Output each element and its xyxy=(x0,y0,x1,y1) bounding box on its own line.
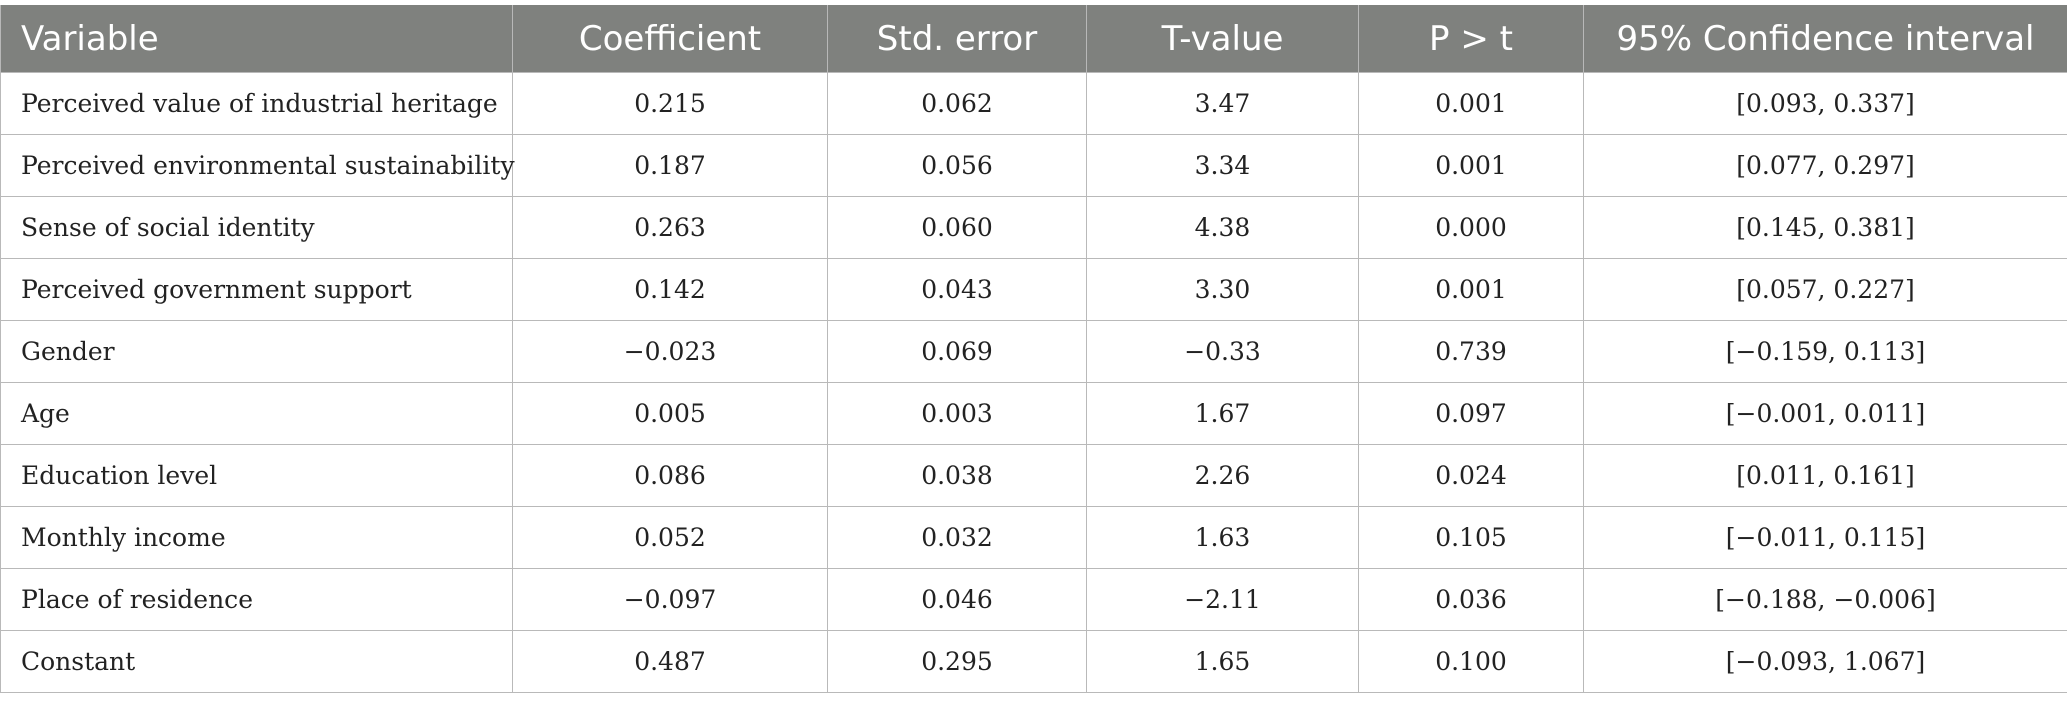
cell-std-error: 0.056 xyxy=(827,134,1087,197)
cell-variable: Perceived environmental sustainability xyxy=(0,134,515,197)
header-std-error: Std. error xyxy=(827,5,1087,73)
cell-t-value: −0.33 xyxy=(1086,320,1359,383)
cell-t-value: 2.26 xyxy=(1086,444,1359,507)
cell-confidence-interval: [0.011, 0.161] xyxy=(1583,444,2067,507)
cell-t-value: 1.67 xyxy=(1086,382,1359,445)
cell-confidence-interval: [−0.188, −0.006] xyxy=(1583,568,2067,631)
cell-variable: Sense of social identity xyxy=(0,196,513,259)
cell-t-value: 1.63 xyxy=(1086,506,1359,569)
cell-confidence-interval: [0.145, 0.381] xyxy=(1583,196,2067,259)
table-row: Education level 0.086 0.038 2.26 0.024 [… xyxy=(0,444,2067,507)
cell-std-error: 0.032 xyxy=(827,506,1087,569)
cell-std-error: 0.043 xyxy=(827,258,1087,321)
cell-coefficient: −0.097 xyxy=(512,568,828,631)
cell-p-value: 0.100 xyxy=(1358,630,1584,693)
table-body: Perceived value of industrial heritage 0… xyxy=(0,72,2067,693)
cell-coefficient: 0.086 xyxy=(512,444,828,507)
cell-confidence-interval: [0.093, 0.337] xyxy=(1583,72,2067,135)
cell-coefficient: 0.005 xyxy=(512,382,828,445)
cell-t-value: 4.38 xyxy=(1086,196,1359,259)
cell-p-value: 0.001 xyxy=(1358,258,1584,321)
cell-std-error: 0.003 xyxy=(827,382,1087,445)
header-row: Variable Coefficient Std. error T-value … xyxy=(0,5,2067,73)
cell-coefficient: 0.187 xyxy=(512,134,828,197)
cell-variable: Perceived government support xyxy=(0,258,513,321)
cell-confidence-interval: [−0.159, 0.113] xyxy=(1583,320,2067,383)
cell-std-error: 0.295 xyxy=(827,630,1087,693)
cell-p-value: 0.097 xyxy=(1358,382,1584,445)
cell-std-error: 0.038 xyxy=(827,444,1087,507)
cell-t-value: 1.65 xyxy=(1086,630,1359,693)
table-row: Age 0.005 0.003 1.67 0.097 [−0.001, 0.01… xyxy=(0,382,2067,445)
cell-coefficient: 0.142 xyxy=(512,258,828,321)
header-confidence-interval: 95% Confidence interval xyxy=(1583,5,2067,73)
cell-p-value: 0.739 xyxy=(1358,320,1584,383)
cell-p-value: 0.105 xyxy=(1358,506,1584,569)
cell-t-value: 3.47 xyxy=(1086,72,1359,135)
cell-p-value: 0.001 xyxy=(1358,134,1584,197)
cell-p-value: 0.001 xyxy=(1358,72,1584,135)
table-row: Constant 0.487 0.295 1.65 0.100 [−0.093,… xyxy=(0,630,2067,693)
cell-variable: Gender xyxy=(0,320,513,383)
cell-coefficient: 0.052 xyxy=(512,506,828,569)
cell-std-error: 0.069 xyxy=(827,320,1087,383)
header-coefficient: Coefficient xyxy=(512,5,828,73)
table-row: Perceived government support 0.142 0.043… xyxy=(0,258,2067,321)
cell-std-error: 0.062 xyxy=(827,72,1087,135)
cell-p-value: 0.036 xyxy=(1358,568,1584,631)
table-row: Perceived environmental sustainability 0… xyxy=(0,134,2067,197)
table-row: Place of residence −0.097 0.046 −2.11 0.… xyxy=(0,568,2067,631)
cell-variable: Place of residence xyxy=(0,568,513,631)
table-row: Sense of social identity 0.263 0.060 4.3… xyxy=(0,196,2067,259)
cell-variable: Perceived value of industrial heritage xyxy=(0,72,513,135)
table-row: Gender −0.023 0.069 −0.33 0.739 [−0.159,… xyxy=(0,320,2067,383)
cell-variable: Monthly income xyxy=(0,506,513,569)
cell-variable: Constant xyxy=(0,630,513,693)
cell-t-value: −2.11 xyxy=(1086,568,1359,631)
header-p-value: P > t xyxy=(1358,5,1584,73)
regression-table-container: Variable Coefficient Std. error T-value … xyxy=(0,5,2067,693)
cell-variable: Age xyxy=(0,382,513,445)
cell-std-error: 0.060 xyxy=(827,196,1087,259)
cell-variable: Education level xyxy=(0,444,513,507)
cell-coefficient: 0.263 xyxy=(512,196,828,259)
cell-confidence-interval: [0.077, 0.297] xyxy=(1583,134,2067,197)
cell-coefficient: −0.023 xyxy=(512,320,828,383)
header-t-value: T-value xyxy=(1086,5,1359,73)
cell-coefficient: 0.487 xyxy=(512,630,828,693)
cell-t-value: 3.34 xyxy=(1086,134,1359,197)
cell-coefficient: 0.215 xyxy=(512,72,828,135)
regression-table: Variable Coefficient Std. error T-value … xyxy=(0,5,2067,693)
cell-confidence-interval: [−0.093, 1.067] xyxy=(1583,630,2067,693)
table-row: Monthly income 0.052 0.032 1.63 0.105 [−… xyxy=(0,506,2067,569)
cell-confidence-interval: [−0.011, 0.115] xyxy=(1583,506,2067,569)
cell-confidence-interval: [−0.001, 0.011] xyxy=(1583,382,2067,445)
cell-p-value: 0.000 xyxy=(1358,196,1584,259)
table-header: Variable Coefficient Std. error T-value … xyxy=(0,5,2067,73)
cell-std-error: 0.046 xyxy=(827,568,1087,631)
cell-p-value: 0.024 xyxy=(1358,444,1584,507)
header-variable: Variable xyxy=(0,5,513,73)
cell-t-value: 3.30 xyxy=(1086,258,1359,321)
cell-confidence-interval: [0.057, 0.227] xyxy=(1583,258,2067,321)
table-row: Perceived value of industrial heritage 0… xyxy=(0,72,2067,135)
